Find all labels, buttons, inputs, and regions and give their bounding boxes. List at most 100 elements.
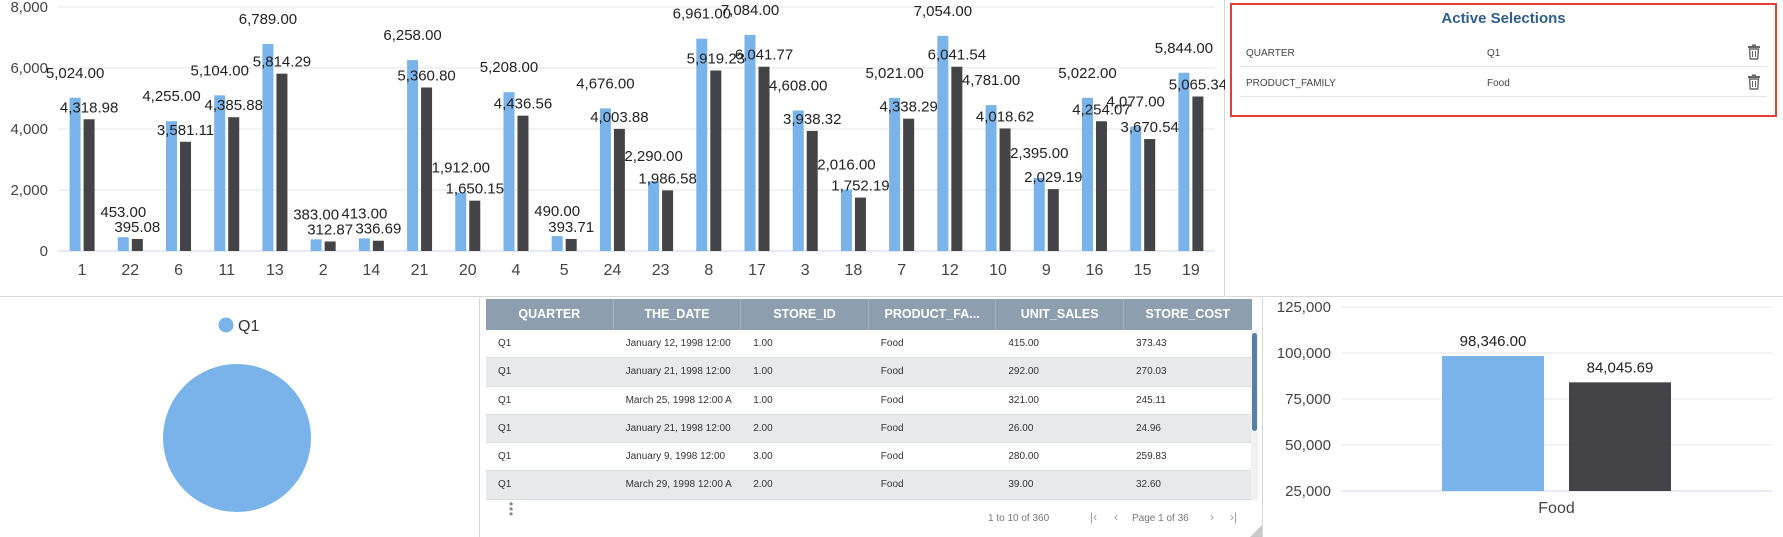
data-label: 3,670.54 [1120,119,1178,136]
column-header-product-family[interactable]: PRODUCT_FA... [869,299,997,330]
bar-series-2[interactable] [469,200,481,251]
table-cell: Q1 [498,366,512,378]
bar-series-2[interactable] [758,66,770,251]
table-cell: 321.00 [1008,394,1039,406]
bar-series-1[interactable] [840,189,852,251]
bar-series-2[interactable] [1569,382,1671,491]
data-label: 4,436.56 [494,96,552,113]
data-label: 6,258.00 [383,27,441,44]
bar-series-1[interactable] [503,92,515,251]
bar-series-2[interactable] [1144,139,1156,251]
last-page-icon[interactable]: ›| [1230,510,1238,524]
bar-series-1[interactable] [696,38,708,251]
bar-series-1[interactable] [455,192,467,251]
bar-series-1[interactable] [1442,356,1544,491]
trash-icon[interactable] [1747,74,1761,90]
bar-series-1[interactable] [1178,72,1190,252]
column-header-store-id[interactable]: STORE_ID [741,299,869,330]
x-tick-label: 6 [174,262,183,279]
first-page-icon[interactable]: |‹ [1090,510,1098,524]
bar-series-1[interactable] [310,239,322,251]
bar-series-2[interactable] [228,117,240,252]
data-label: 1,650.15 [446,181,504,198]
bar-series-1[interactable] [1033,177,1045,251]
table-row[interactable]: Q1 January 9, 1998 12:00 3.00 Food 280.0… [486,443,1252,472]
table-cell: 24.96 [1135,422,1161,434]
bar-series-2[interactable] [1095,121,1107,252]
bar-series-2[interactable] [517,115,529,251]
bar-series-2[interactable] [276,73,288,251]
bar-series-2[interactable] [421,87,433,251]
bar-series-1[interactable] [166,121,178,251]
bar-series-1[interactable] [262,43,274,251]
x-tick-label: 18 [845,262,863,279]
bar-series-1[interactable] [985,105,997,251]
x-tick-label: 19 [1182,262,1200,279]
bar-series-2[interactable] [180,141,192,251]
data-label: 5,024.00 [46,65,104,82]
table-row[interactable]: Q1 March 29, 1998 12:00 A 2.00 Food 39.0… [486,471,1252,500]
bar-series-2[interactable] [1047,189,1059,251]
bar-series-2[interactable] [324,241,336,251]
column-header-quarter[interactable]: QUARTER [486,299,614,330]
bar-series-2[interactable] [951,66,963,251]
bar-series-2[interactable] [999,128,1011,251]
bar-series-1[interactable] [599,108,611,251]
x-tick-label: 15 [1134,262,1152,279]
bar-series-1[interactable] [1081,97,1093,251]
bar-series-1[interactable] [1130,126,1142,251]
data-label: 336.69 [355,221,401,238]
pie-slice-q1[interactable] [163,364,311,512]
bar-series-1[interactable] [358,238,370,251]
bar-series-2[interactable] [372,240,384,251]
bar-series-1[interactable] [407,60,419,252]
column-header-the-date[interactable]: THE_DATE [614,299,742,330]
table-row[interactable]: Q1 March 25, 1998 12:00 A 1.00 Food 321.… [486,387,1252,415]
family-bar-chart: 25,000 50,000 75,000 100,000 125,000 98,346.0… [1277,299,1772,517]
bar-series-1[interactable] [792,110,804,252]
bar-series-2[interactable] [662,190,674,251]
x-tick-label: 7 [897,262,906,279]
bar-series-2[interactable] [903,118,915,251]
bar-series-2[interactable] [565,238,577,251]
bar-series-1[interactable] [937,35,949,252]
bar-series-2[interactable] [83,119,95,251]
active-selections-title: Active Selections [1441,10,1566,27]
data-label: 393.71 [548,219,594,236]
table-row[interactable]: Q1 January 21, 1998 12:00 2.00 Food 26.0… [486,414,1252,444]
next-page-icon[interactable]: › [1210,510,1214,524]
bar-series-1[interactable] [214,95,226,251]
previous-page-icon[interactable]: ‹ [1114,510,1118,524]
table-cell: January 9, 1998 12:00 [625,451,726,463]
resize-handle[interactable] [1250,525,1262,537]
table-scrollbar-thumb[interactable] [1252,333,1257,431]
data-label: 4,338.29 [879,99,937,116]
table-row[interactable]: Q1 January 12, 1998 12:00 1.00 Food 415.… [486,330,1252,359]
bar-series-1[interactable] [889,97,901,251]
bar-series-1[interactable] [551,236,563,251]
bar-series-1[interactable] [117,237,129,251]
data-label: 4,255.00 [142,88,200,105]
bar-series-2[interactable] [131,238,143,251]
bar-series-2[interactable] [613,128,625,251]
bar-series-1[interactable] [648,181,660,251]
data-label: 7,054.00 [914,3,972,20]
data-label: 4,676.00 [576,75,634,92]
bar-series-2[interactable] [806,130,818,251]
column-header-unit-sales[interactable]: UNIT_SALES [996,299,1124,330]
bar-series-2[interactable] [1192,96,1204,251]
column-header-store-cost[interactable]: STORE_COST [1145,307,1231,321]
bar-series-1[interactable] [744,34,756,251]
data-label: 7,084.00 [721,2,779,19]
bar-series-1[interactable] [69,97,81,251]
selection-row-product-family: PRODUCT_FAMILY Food [1240,67,1767,97]
table-row[interactable]: Q1 January 21, 1998 12:00 1.00 Food 292.… [486,358,1252,387]
data-label: 2,395.00 [1010,145,1068,162]
column-menu-icon[interactable]: • • • [509,497,514,521]
pie-legend-item[interactable]: Q1 [218,317,260,336]
bar-series-2[interactable] [854,197,866,251]
table-cell: 2.00 [753,479,773,491]
pie-legend-label: Q1 [238,318,259,335]
trash-icon[interactable] [1747,44,1761,60]
bar-series-2[interactable] [710,70,722,251]
